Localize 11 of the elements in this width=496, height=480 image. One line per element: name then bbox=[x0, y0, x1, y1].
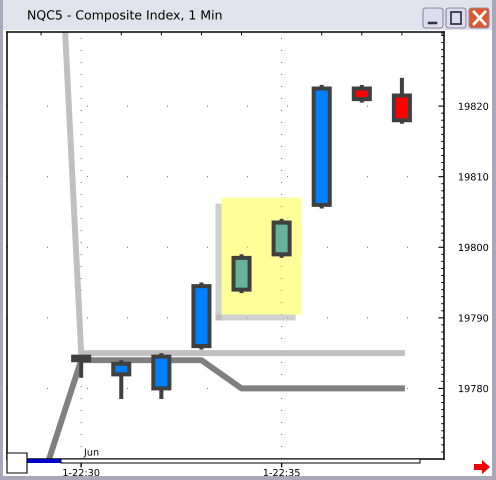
annotation: Jun bbox=[83, 448, 98, 458]
y-tick-label: 19800 bbox=[458, 244, 488, 252]
x-tick-label: 1-22:35 bbox=[264, 468, 300, 476]
y-tick-label: 19780 bbox=[458, 384, 488, 392]
x-tick-label: 1-22:30 bbox=[63, 468, 100, 476]
y-tick-label: 19810 bbox=[458, 173, 488, 181]
candlestick bbox=[352, 84, 372, 103]
candlestick bbox=[111, 360, 132, 400]
y-tick-label: 19790 bbox=[458, 314, 488, 322]
chart-title: NQC5 - Composite Index, 1 Min bbox=[28, 10, 222, 22]
y-tick-label: 19820 bbox=[458, 102, 488, 110]
